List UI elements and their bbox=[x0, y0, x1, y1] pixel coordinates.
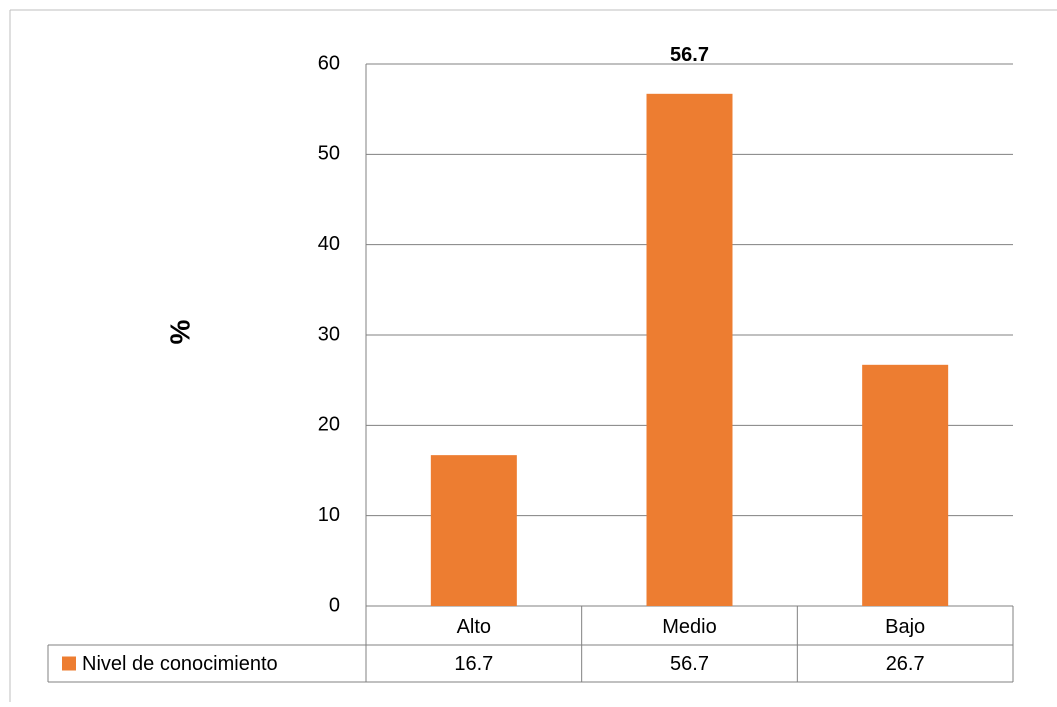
legend-label: Nivel de conocimiento bbox=[82, 653, 278, 675]
y-tick-label-20: 20 bbox=[318, 414, 340, 436]
category-label-alto: Alto bbox=[457, 616, 491, 638]
y-tick-label-50: 50 bbox=[318, 143, 340, 165]
category-label-bajo: Bajo bbox=[885, 616, 925, 638]
y-tick-label-10: 10 bbox=[318, 504, 340, 526]
y-axis: 0 10 20 30 40 50 60 bbox=[318, 52, 367, 616]
bar-medio bbox=[646, 93, 733, 606]
y-tick-label-40: 40 bbox=[318, 233, 340, 255]
y-tick-label-60: 60 bbox=[318, 52, 340, 74]
category-label-medio: Medio bbox=[662, 616, 716, 638]
table-value-medio: 56.7 bbox=[670, 653, 709, 675]
y-tick-label-0: 0 bbox=[329, 594, 340, 616]
table-value-alto: 16.7 bbox=[454, 653, 493, 675]
bar-alto bbox=[430, 455, 517, 606]
bar-bajo bbox=[862, 364, 949, 606]
legend-swatch bbox=[62, 656, 76, 671]
y-axis-title: % bbox=[164, 319, 195, 344]
data-table: Alto Medio Bajo Nivel de conocimiento 16.7 56… bbox=[47, 606, 1014, 683]
data-label-medio: 56.7 bbox=[670, 44, 709, 66]
data-labels: 56.7 bbox=[670, 44, 709, 66]
bars bbox=[430, 93, 949, 606]
y-tick-label-30: 30 bbox=[318, 323, 340, 345]
table-value-bajo: 26.7 bbox=[886, 653, 925, 675]
